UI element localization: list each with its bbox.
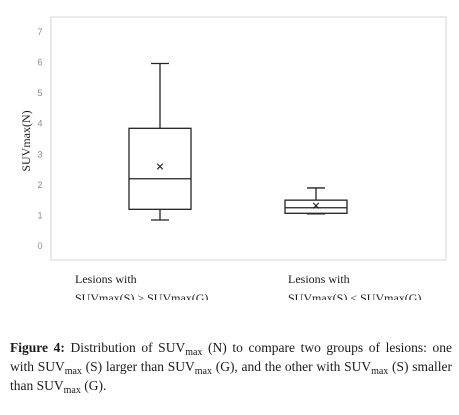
mean-marker [156, 163, 164, 170]
y-axis-ticks: 0 1 2 3 4 5 6 7 [37, 27, 42, 251]
box-group [284, 187, 348, 215]
y-tick-label: 0 [37, 241, 42, 251]
caption-subscript: max [194, 366, 212, 377]
box-plot-figure: 0 1 2 3 4 5 6 7 SUVmax(N) Lesions with SUVmax(S)… [19, 16, 447, 300]
caption-text: (N) to compare two groups of lesions: on… [10, 340, 452, 374]
y-tick-label: 6 [37, 58, 42, 68]
caption-subscript: max [371, 366, 389, 377]
y-axis-label: SUVmax(N) [19, 110, 33, 171]
plot-frame [50, 16, 447, 261]
y-tick-label: 5 [37, 88, 42, 98]
caption-text: (S) larger than SUV [81, 359, 195, 374]
y-tick-label: 4 [37, 119, 42, 129]
x-category-label: SUVmax(S) < SUVmax(G) [288, 291, 421, 300]
caption-subscript: max [64, 366, 82, 377]
y-tick-label: 7 [37, 27, 42, 37]
caption-subscript: max [185, 347, 203, 358]
caption-text: Distribution of SUV [64, 340, 186, 355]
y-tick-label: 3 [37, 149, 42, 159]
x-category-label: Lesions with [75, 272, 137, 286]
box-iqr [128, 127, 192, 210]
mean-marker [312, 202, 320, 209]
x-axis-categories: Lesions with SUVmax(S) > SUVmax(G) Lesions… [75, 272, 421, 300]
y-tick-label: 2 [37, 180, 42, 190]
box-group [128, 62, 192, 221]
caption-text: (S) smaller than SUV [10, 359, 452, 393]
x-category-label: Lesions with [288, 272, 350, 286]
y-tick-label: 1 [37, 210, 42, 220]
x-category-label: SUVmax(S) > SUVmax(G) [75, 291, 208, 300]
caption-figure-label: Figure 4: [10, 340, 65, 355]
caption-subscript: max [63, 385, 81, 396]
caption-text: (G). [80, 378, 107, 393]
figure-caption: Figure 4: Distribution of SUVmax (N) to … [10, 338, 452, 396]
box-series [128, 62, 348, 221]
box-iqr [284, 199, 348, 214]
caption-text: (G), and the other with SUV [211, 359, 372, 374]
